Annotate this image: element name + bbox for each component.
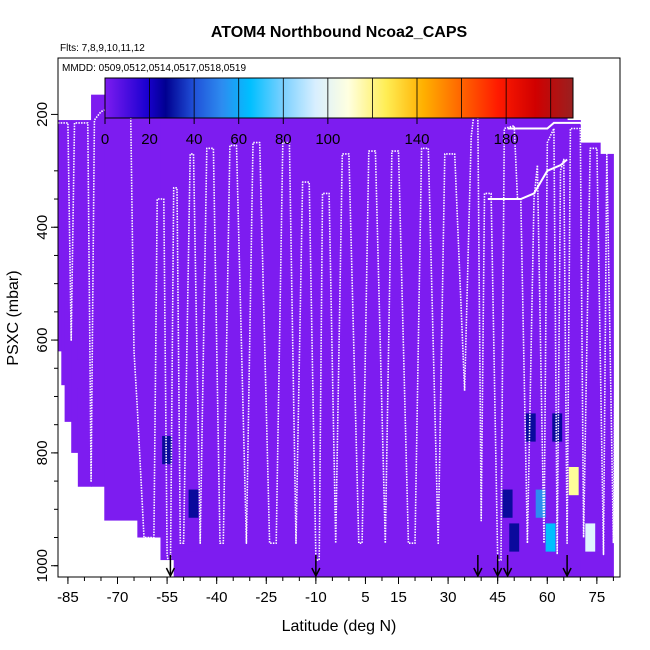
plot-frame [57,57,621,578]
data-cell-1 [162,435,173,465]
colorbar: 0 20 40 60 80 100 140 180 [101,77,574,148]
colorbar-tick-label-1: 20 [141,131,158,148]
x-tick-label-7: 15 [390,589,407,606]
x-tick-label-4: -25 [255,589,277,606]
chart-dates-label: MMDD: 0509,0512,0514,0517,0518,0519 [62,63,246,74]
colorbar-tick-label-5: 100 [315,131,340,148]
cells-layer [76,359,596,552]
colorbar-tick-label-4: 80 [275,131,292,148]
coverage-block-6 [104,94,138,521]
data-cell-2 [188,489,199,518]
x-tick-label-8: 30 [440,589,457,606]
colorbar-fill [105,78,573,118]
y-tick-label-3: 800 [34,440,51,465]
coverage-block-3 [71,120,79,453]
data-cell-4 [502,489,513,518]
x-tick-label-1: -70 [107,589,129,606]
y-tick-label-4: 1000 [34,549,51,582]
coverage-block-12 [600,153,614,578]
data-cell-5 [509,523,520,552]
colorbar-tick-label-0: 0 [101,131,109,148]
arrow-head-2 [473,567,483,578]
x-axis: -85 -70 -55 -40 -25 -10 5 15 30 45 60 75 [57,577,614,606]
flight-track-mid-line [487,158,568,200]
arrows-layer [165,555,572,578]
x-tick-label-5: -10 [305,589,327,606]
coverage-block-8 [160,94,175,561]
x-tick-label-10: 60 [539,589,556,606]
x-axis-label: Latitude (deg N) [282,618,397,635]
y-tick-label-2: 600 [34,328,51,353]
colorbar-tick-label-6: 140 [404,131,429,148]
x-tick-label-2: -55 [156,589,178,606]
x-tick-label-6: 5 [361,589,369,606]
flight-track-upper-line [507,121,588,130]
coverage-block-10 [567,120,581,577]
y-axis-label: PSXC (mbar) [5,270,22,365]
flight-track-layer [58,108,618,578]
colorbar-tick-label-7: 180 [494,131,519,148]
arrow-head-5 [562,567,572,578]
chart-flights-label: Flts: 7,8,9,10,11,12 [60,43,145,54]
data-cell-7 [535,489,546,518]
data-cell-11 [585,523,596,552]
data-cell-6 [525,413,536,442]
arrow-head-4 [502,567,513,578]
data-cell-9 [552,413,563,442]
arrow-head-1 [311,567,321,578]
data-cell-0 [76,359,87,389]
x-tick-label-9: 45 [489,589,506,606]
chart-title: ATOM4 Northbound Ncoa2_CAPS [211,24,468,41]
y-axis: 200 400 600 800 1000 [34,102,58,582]
data-cell-3 [188,523,199,552]
colorbar-frame [104,77,574,119]
x-tick-label-0: -85 [57,589,79,606]
coverage-block-0 [58,120,62,352]
flight-track-line [58,108,618,578]
colorbar-tick-label-3: 60 [230,131,247,148]
arrow-head-0 [165,567,176,578]
coverage-block-5 [91,94,105,487]
colorbar-tick-label-2: 40 [186,131,203,148]
x-tick-label-3: -40 [206,589,228,606]
x-tick-label-11: 75 [589,589,606,606]
coverage-block-2 [64,120,72,422]
coverage-block-1 [61,120,66,386]
y-tick-label-1: 400 [34,215,51,240]
y-tick-label-0: 200 [34,102,51,127]
data-cell-8 [545,523,556,552]
arrow-head-3 [493,567,503,578]
data-cell-10 [568,466,579,496]
